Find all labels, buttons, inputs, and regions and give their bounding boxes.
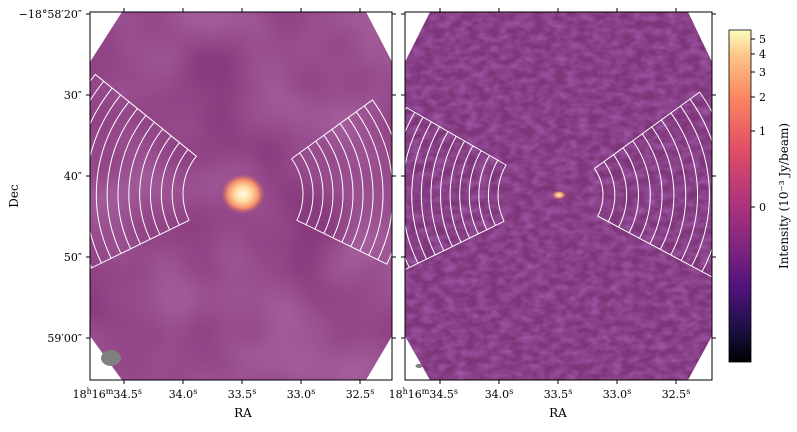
wedge-arc [459, 145, 474, 239]
x-tick-label: 33.0s [287, 387, 316, 401]
x-tick-label: 18h16m34.5s [73, 387, 142, 401]
wedge-arc [331, 129, 354, 243]
wedge-arc [117, 115, 147, 250]
x-axis-ticks-right: 18h16m34.5s 34.0s 33.5s 33.0s 32.5s [389, 8, 691, 401]
wedge-arc [651, 126, 675, 250]
colorbar-tick-label: 4 [759, 48, 766, 61]
wedge-arc [660, 119, 687, 256]
wedge-arc [150, 135, 172, 235]
y-tick-label: 59′00″ [47, 332, 82, 345]
wedge-arc [160, 142, 180, 231]
colorbar-tick-label: 5 [759, 33, 766, 46]
right-panel [404, 11, 713, 381]
wedge-arc [128, 121, 155, 245]
wedge-arc [90, 87, 113, 269]
x-tick-label: 33.0s [603, 387, 632, 401]
y-axis-ticks: −18°58′20″ 30″ 40″ 50″ 59′00″ [19, 8, 716, 345]
left-panel [89, 11, 393, 381]
wedge-outline [405, 106, 507, 273]
y-tick-label: 30″ [64, 89, 82, 102]
wedge-arc [106, 108, 138, 254]
y-tick-label: 50″ [64, 251, 82, 264]
x-axis-ticks-left: 18h16m34.5s 34.0s 33.5s 33.0s 32.5s [73, 8, 375, 401]
wedge-arc [307, 146, 324, 230]
x-tick-label: 32.5s [346, 387, 375, 401]
wedge-arc [405, 116, 424, 264]
y-tick-label: −18°58′20″ [19, 8, 82, 21]
x-tick-label: 33.5s [544, 387, 573, 401]
wedge-outline [291, 99, 392, 265]
wedge-arc [139, 128, 164, 240]
wedge-arc [299, 152, 314, 225]
x-axis-label-left: RA [234, 406, 252, 420]
source-peak-left [219, 172, 267, 216]
x-tick-label: 18h16m34.5s [389, 387, 458, 401]
x-tick-label: 34.0s [169, 387, 198, 401]
wedge-outline [594, 91, 712, 278]
wedge-arc [449, 140, 465, 243]
source-peak-right [551, 190, 567, 200]
x-tick-label: 33.5s [228, 387, 257, 401]
wedge-arc [411, 121, 432, 260]
beam-ellipse-left [101, 350, 121, 366]
wedge-arc [339, 123, 364, 247]
wedge-arc [603, 161, 616, 222]
wedge-arc [430, 131, 449, 251]
y-tick-label: 40″ [64, 170, 82, 183]
wedge-arc [95, 101, 130, 259]
y-axis-label: Dec [7, 184, 21, 208]
wedge-arc [641, 133, 663, 245]
wedge-arc [90, 94, 121, 264]
wedge-arc [440, 136, 457, 247]
wedge-arc [405, 112, 416, 268]
wedge-arc [420, 126, 441, 256]
wedge-arc [478, 155, 490, 230]
wedge-arc [355, 111, 384, 256]
x-axis-label-right: RA [549, 406, 567, 420]
colorbar: 5 4 3 2 1 0 Intensity (10⁻³ Jy/beam) [728, 29, 791, 363]
wedge-arc [632, 140, 651, 239]
wedge-arc [613, 154, 628, 228]
left-panel-frame [89, 11, 393, 381]
x-tick-label: 34.0s [485, 387, 514, 401]
wedge-arc [363, 105, 392, 260]
wedge-arc [468, 150, 482, 235]
wedge-arc [487, 159, 499, 226]
wedge-arc [622, 147, 639, 234]
colorbar-gradient [728, 29, 752, 363]
wedge-arc [347, 117, 374, 252]
colorbar-tick-label: 1 [759, 125, 766, 138]
colorbar-tick-label: 0 [759, 201, 766, 214]
wedge-arc [680, 105, 710, 267]
x-tick-label: 32.5s [662, 387, 691, 401]
beam-ellipse-right [415, 364, 423, 368]
colorbar-ticks: 5 4 3 2 1 0 [751, 33, 766, 214]
wedge-arc [323, 134, 344, 239]
colorbar-tick-label: 2 [759, 91, 766, 104]
colorbar-label: Intensity (10⁻³ Jy/beam) [777, 123, 791, 269]
wedge-arc [670, 112, 699, 261]
wedge-arc [315, 140, 334, 234]
colorbar-tick-label: 3 [759, 66, 766, 79]
wedge-arc [171, 149, 189, 226]
wedge-outline [90, 73, 198, 278]
wedge-overlay-left [90, 73, 392, 278]
